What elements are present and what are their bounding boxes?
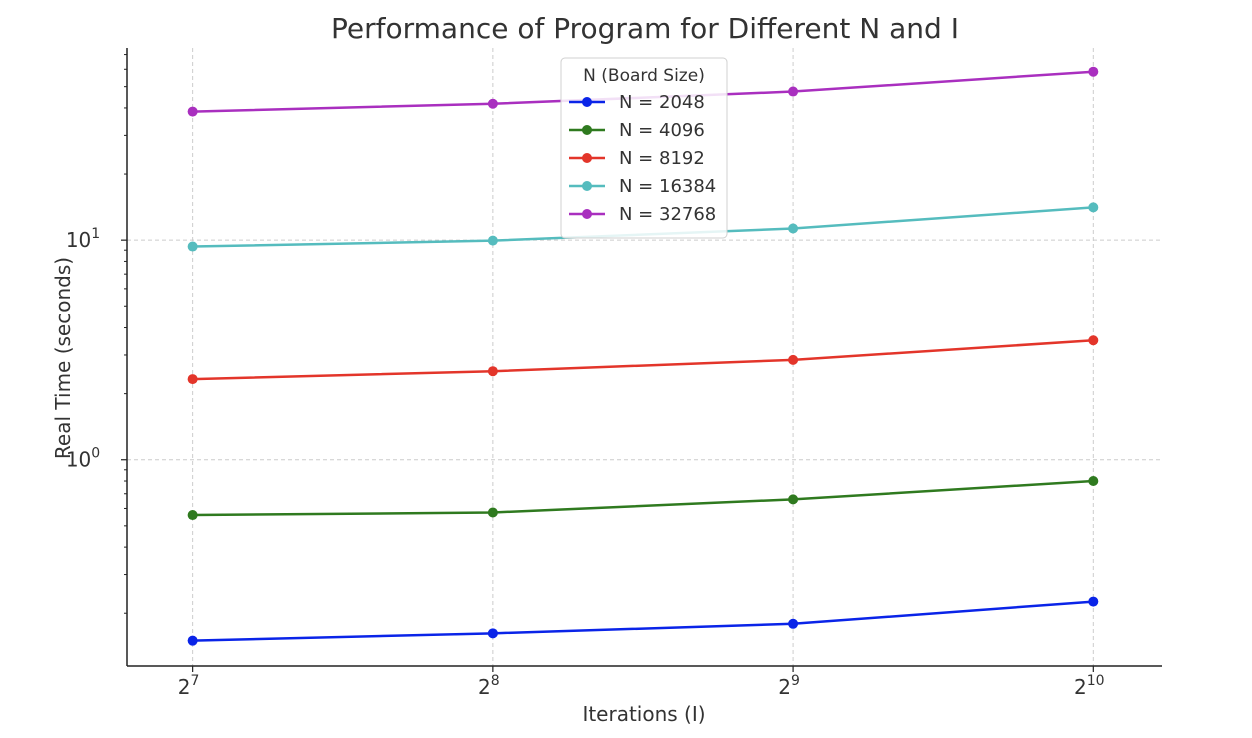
data-point xyxy=(187,106,198,117)
legend-entry: N = 32768 xyxy=(619,204,716,225)
legend-title: N (Board Size) xyxy=(583,66,705,86)
data-point xyxy=(487,628,498,639)
data-point xyxy=(487,366,498,377)
x-tick-base: 2 xyxy=(778,675,791,699)
x-tick-label: 28 xyxy=(478,673,500,699)
y-tick-base: 10 xyxy=(66,228,91,252)
x-tick-base: 2 xyxy=(178,675,191,699)
data-point xyxy=(187,241,198,252)
x-tick-base: 2 xyxy=(1074,675,1087,699)
data-point xyxy=(487,98,498,109)
x-tick-exponent: 10 xyxy=(1087,673,1105,689)
legend-swatch-marker xyxy=(582,125,592,135)
y-tick-label: 100 xyxy=(66,446,100,472)
legend-swatch-marker xyxy=(582,209,592,219)
data-point xyxy=(1088,596,1099,607)
data-point xyxy=(1088,202,1099,213)
data-point xyxy=(187,510,198,521)
legend-swatch-marker xyxy=(582,181,592,191)
x-tick-label: 27 xyxy=(178,673,200,699)
data-point xyxy=(788,494,799,505)
legend-swatch-marker xyxy=(582,153,592,163)
axes xyxy=(121,48,1162,672)
chart-title: Performance of Program for Different N a… xyxy=(331,12,959,45)
data-point xyxy=(1088,66,1099,77)
x-tick-exponent: 9 xyxy=(791,673,800,689)
legend: N (Board Size) N = 2048 N = 4096 N = 8192 N … xyxy=(560,57,728,239)
x-tick-exponent: 8 xyxy=(491,673,500,689)
series-line xyxy=(192,600,1094,642)
y-tick-exponent: 0 xyxy=(91,446,100,462)
legend-entry: N = 8192 xyxy=(619,148,705,169)
data-point xyxy=(1088,476,1099,487)
x-tick-labels: 27 28 29 210 xyxy=(178,673,1105,699)
data-point xyxy=(487,507,498,518)
data-point xyxy=(788,618,799,629)
x-tick-label: 29 xyxy=(778,673,800,699)
legend-entry: N = 4096 xyxy=(619,120,705,141)
x-tick-exponent: 7 xyxy=(191,673,200,689)
y-tick-exponent: 1 xyxy=(91,226,100,242)
grid-lines xyxy=(127,48,1162,666)
legend-entry: N = 2048 xyxy=(619,92,705,113)
series-line xyxy=(192,479,1094,517)
y-tick-label: 101 xyxy=(66,226,100,252)
legend-swatch-marker xyxy=(582,97,592,107)
series-line xyxy=(192,339,1094,381)
data-point xyxy=(788,86,799,97)
data-point xyxy=(788,354,799,365)
x-axis-label: Iterations (I) xyxy=(582,702,705,726)
data-point xyxy=(487,235,498,246)
y-axis-label: Real Time (seconds) xyxy=(51,257,75,459)
data-point xyxy=(187,374,198,385)
data-point xyxy=(788,223,799,234)
x-tick-label: 210 xyxy=(1074,673,1105,699)
legend-entry: N = 16384 xyxy=(619,176,716,197)
x-tick-base: 2 xyxy=(478,675,491,699)
data-point xyxy=(1088,335,1099,346)
y-tick-base: 10 xyxy=(66,448,91,472)
data-point xyxy=(187,635,198,646)
